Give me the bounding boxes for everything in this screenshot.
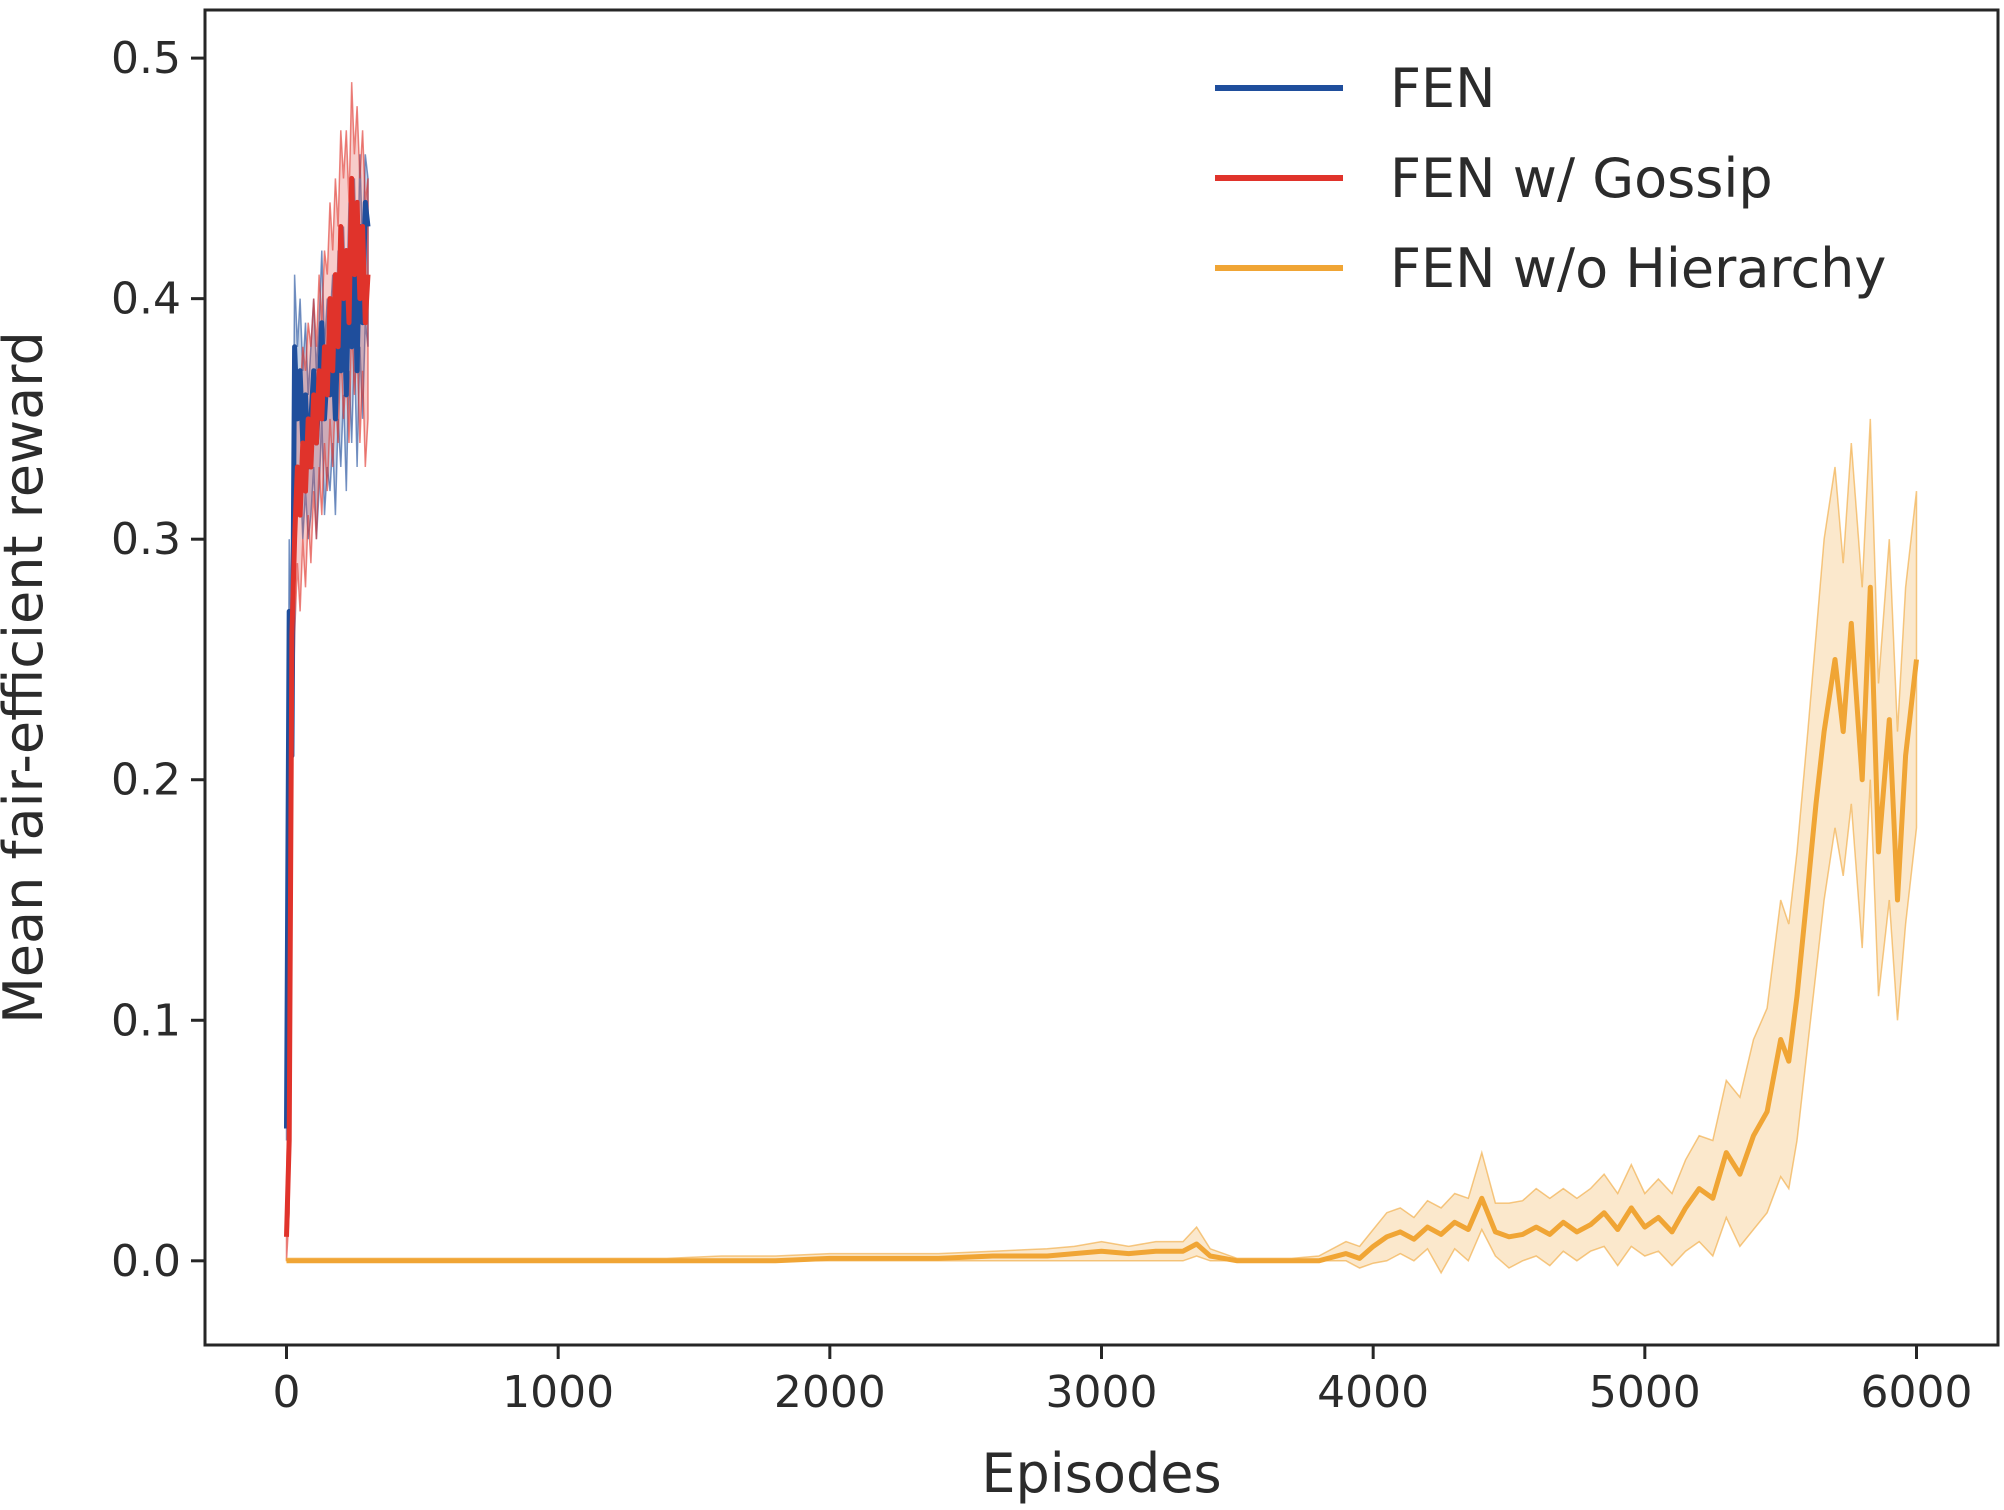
series-line-1 <box>284 175 371 1237</box>
x-tick-label: 2000 <box>774 1367 886 1418</box>
y-tick-label: 0.1 <box>111 995 181 1046</box>
y-tick-label: 0.4 <box>111 274 181 325</box>
x-tick-label: 5000 <box>1589 1367 1701 1418</box>
series-line-2 <box>286 584 1919 1264</box>
x-axis: 0 1000 2000 3000 4000 5000 6000 <box>273 1345 1973 1418</box>
y-tick-label: 0.0 <box>111 1236 181 1287</box>
x-tick-label: 1000 <box>502 1367 614 1418</box>
y-tick-label: 0.2 <box>111 755 181 806</box>
y-axis: 0.0 0.1 0.2 0.3 0.4 0.5 <box>111 33 205 1287</box>
legend-label-1: FEN w/ Gossip <box>1390 147 1773 210</box>
x-tick-label: 3000 <box>1046 1367 1158 1418</box>
y-tick-label: 0.5 <box>111 33 181 84</box>
x-tick-label: 0 <box>273 1367 301 1418</box>
x-tick-label: 4000 <box>1317 1367 1429 1418</box>
legend-label-0: FEN <box>1390 57 1496 120</box>
y-axis-title: Mean fair-efficient reward <box>0 331 55 1024</box>
series-band-2 <box>285 418 1918 1275</box>
legend-label-2: FEN w/o Hierarchy <box>1390 237 1886 300</box>
series-lines <box>284 175 1919 1264</box>
x-tick-label: 6000 <box>1861 1367 1973 1418</box>
x-axis-title: Episodes <box>981 1442 1221 1505</box>
legend: FEN FEN w/ Gossip FEN w/o Hierarchy <box>1215 57 1886 300</box>
y-tick-label: 0.3 <box>111 514 181 565</box>
